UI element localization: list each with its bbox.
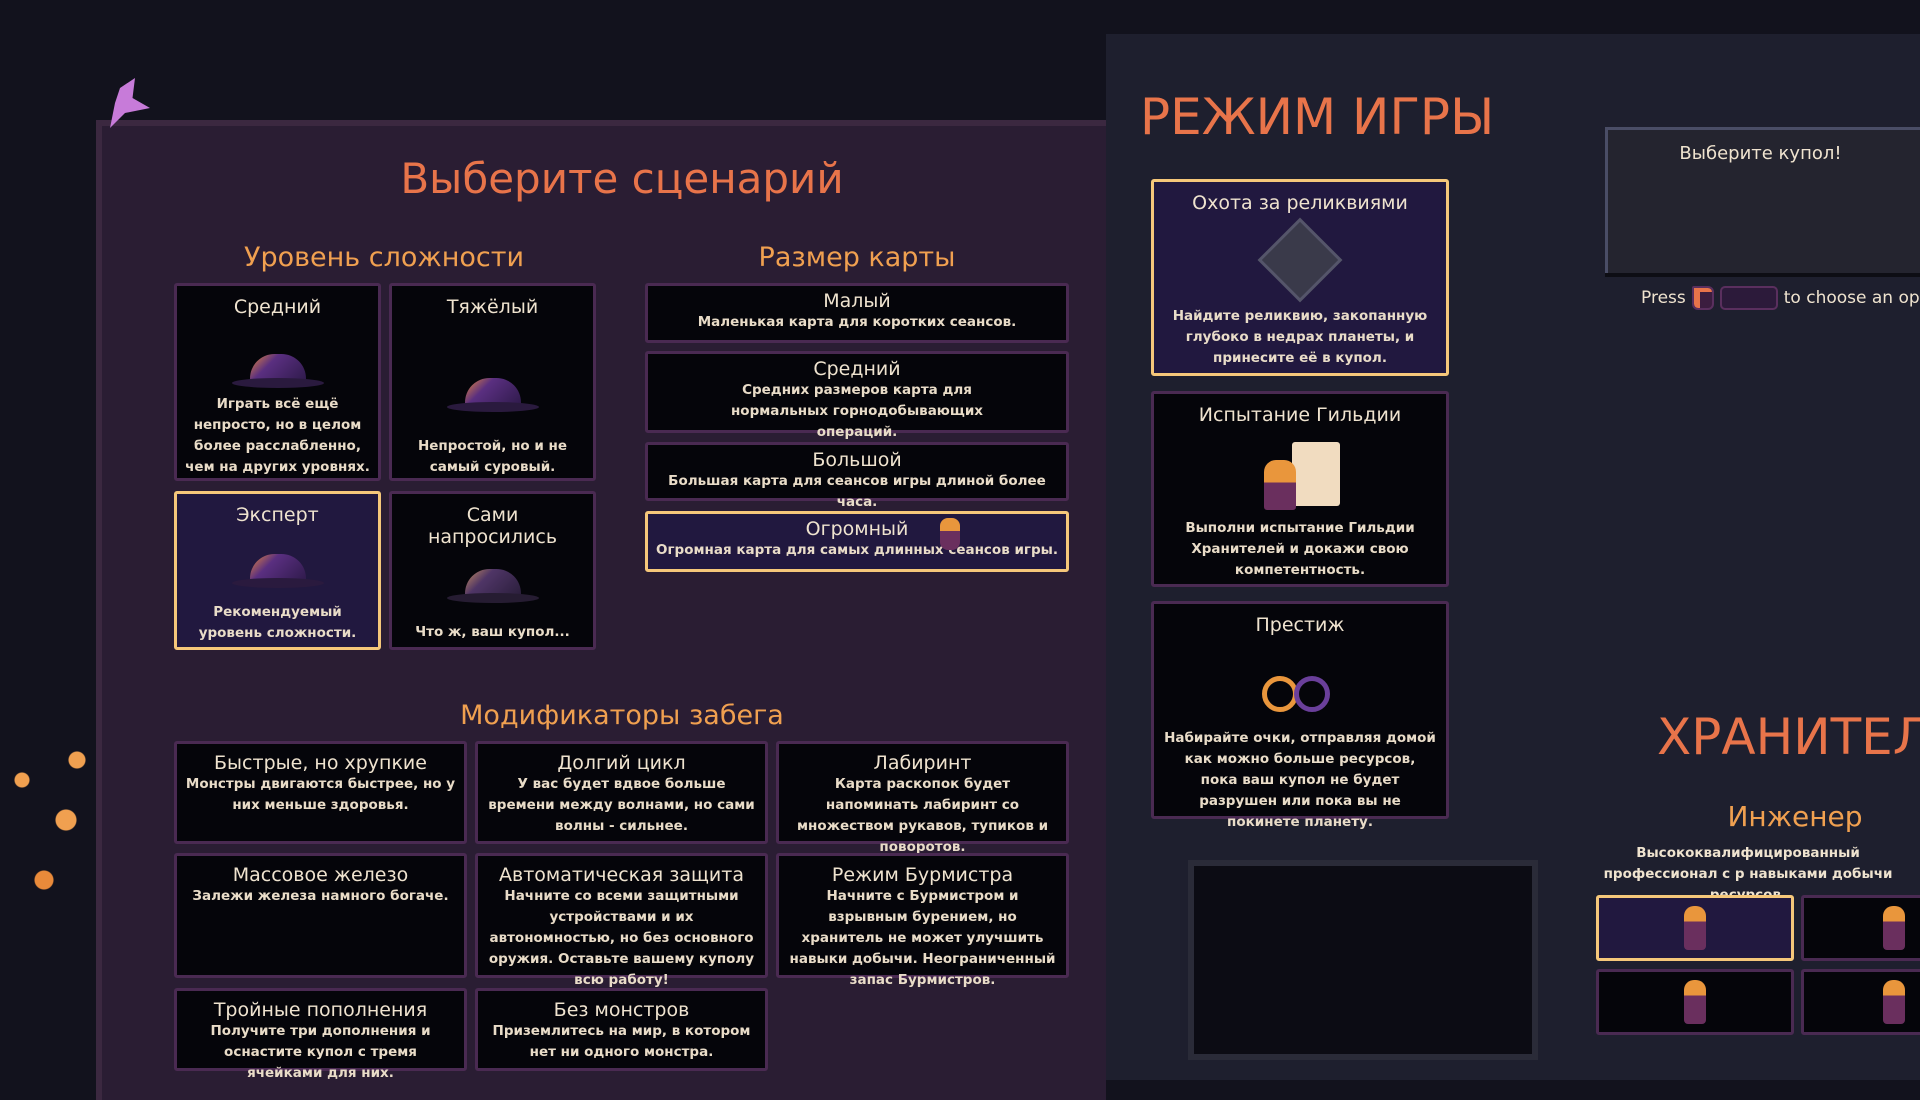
dome-select-box[interactable]: Выберите купол!	[1605, 127, 1920, 273]
game-mode-relic-hunt[interactable]: Охота за реликвиями Найдите реликвию, за…	[1151, 179, 1449, 376]
modifier-long-cycle[interactable]: Долгий цикл У вас будет вдвое больше врем…	[475, 741, 768, 844]
keepers-title: ХРАНИТЕЛЬ	[1657, 708, 1920, 766]
mouse-button-icon	[1691, 286, 1714, 310]
card-desc: Непростой, но и не самый суровый.	[417, 438, 568, 475]
card-title: Долгий цикл	[557, 752, 686, 774]
card-title: Малый	[823, 290, 891, 312]
card-desc: Большая карта для сеансов игры длиной бо…	[668, 473, 1046, 510]
card-desc: Набирайте очки, отправляя домой как можн…	[1164, 730, 1436, 830]
difficulty-card-expert[interactable]: Эксперт Рекомендуемый уровень сложности.	[174, 491, 381, 650]
keeper-sprite-icon	[940, 518, 960, 550]
card-title: Сами напросились	[427, 504, 558, 548]
card-desc: Выполни испытание Гильдии Хранителей и д…	[1185, 520, 1415, 578]
map-size-title: Размер карты	[758, 242, 956, 273]
keeper-sprite-icon	[1883, 980, 1905, 1024]
game-mode-prestige[interactable]: Престиж Набирайте очки, отправляя домой …	[1151, 601, 1449, 830]
card-desc: Монстры двигаются быстрее, но у них мень…	[185, 776, 456, 813]
hint-press-text: Press	[1641, 288, 1686, 308]
card-title: Лабиринт	[873, 752, 972, 774]
control-hint: Press to choose an optio	[1641, 286, 1920, 310]
keeper-sprite-icon	[1684, 980, 1706, 1024]
keeper-card-3[interactable]	[1596, 969, 1794, 1035]
map-size-small[interactable]: Малый Маленькая карта для коротких сеанс…	[645, 283, 1069, 343]
modifier-triple-gadgets[interactable]: Тройные пополнения Получите три дополнени…	[174, 988, 467, 1081]
card-title: Средний	[233, 296, 322, 318]
card-desc: Маленькая карта для коротких сеансов.	[697, 314, 1017, 330]
card-desc: Огромная карта для самых длинных сеансов…	[656, 542, 1058, 558]
map-size-huge[interactable]: Огромный Огромная карта для самых длинны…	[645, 511, 1069, 572]
card-title: Тройные пополнения	[213, 999, 428, 1021]
dome-with-monsters-icon	[231, 554, 324, 588]
card-desc: Средних размеров карта для нормальных го…	[730, 382, 984, 440]
dome-icon	[231, 354, 324, 388]
map-size-large[interactable]: Большой Большая карта для сеансов игры д…	[645, 442, 1069, 510]
card-title: Без монстров	[553, 999, 690, 1021]
modifiers-title: Модификаторы забега	[460, 700, 784, 731]
card-desc: У вас будет вдвое больше времени между в…	[488, 776, 755, 834]
keeper-card-2[interactable]	[1801, 895, 1920, 961]
ore-decoration	[0, 720, 110, 920]
card-title: Огромный	[805, 518, 909, 540]
prestige-infinity-icon	[1258, 654, 1342, 718]
scenario-title: Выберите сценарий	[400, 154, 844, 203]
difficulty-title: Уровень сложности	[243, 242, 525, 273]
keeper-card-engineer[interactable]	[1596, 895, 1794, 961]
difficulty-card-hard[interactable]: Тяжёлый Непростой, но и не самый суровый…	[389, 283, 596, 481]
modifier-drillbert-mode[interactable]: Режим Бурмистра Начните с Бурмистром и вз…	[776, 853, 1069, 988]
card-desc: Что ж, ваш купол...	[415, 624, 570, 640]
card-desc: Карта раскопок будет напоминать лабиринт…	[796, 776, 1049, 855]
card-desc: Рекомендуемый уровень сложности.	[198, 604, 357, 641]
keeper-sprite-icon	[1883, 906, 1905, 950]
card-desc: Получите три дополнения и оснастите купо…	[210, 1023, 431, 1081]
map-size-medium[interactable]: Средний Средних размеров карта для норма…	[645, 351, 1069, 440]
card-desc: Найдите реликвию, закопанную глубоко в н…	[1172, 308, 1428, 366]
card-desc: Играть всё ещё непросто, но в целом боле…	[185, 396, 370, 475]
card-desc: Приземлитесь на мир, в котором нет ни од…	[492, 1023, 751, 1060]
relic-icon	[1257, 217, 1343, 303]
card-title: Средний	[813, 358, 901, 380]
modifier-mass-iron[interactable]: Массовое железо Залежи железа намного бог…	[174, 853, 467, 978]
card-title: Режим Бурмистра	[831, 864, 1014, 886]
game-mode-title: РЕЖИМ ИГРЫ	[1140, 88, 1495, 146]
modifier-no-monsters[interactable]: Без монстров Приземлитесь на мир, в котор…	[475, 988, 768, 1071]
modifier-labyrinth[interactable]: Лабиринт Карта раскопок будет напоминать …	[776, 741, 1069, 855]
modifier-fast-fragile[interactable]: Быстрые, но хрупкие Монстры двигаются быс…	[174, 741, 467, 844]
guild-scroll-icon	[1260, 442, 1340, 510]
card-title: Массовое железо	[232, 864, 409, 886]
card-title: Эксперт	[236, 504, 319, 526]
card-desc: Начните с Бурмистром и взрывным бурением…	[789, 888, 1056, 988]
card-title: Большой	[812, 449, 902, 471]
card-title: Автоматическая защита	[499, 864, 744, 886]
dome-select-title: Выберите купол!	[1679, 143, 1842, 164]
background-structure-decoration	[1188, 860, 1538, 1060]
card-title: Быстрые, но хрупкие	[214, 752, 427, 774]
card-title: Испытание Гильдии	[1198, 404, 1402, 426]
keeper-card-4[interactable]	[1801, 969, 1920, 1035]
card-desc: Залежи железа намного богаче.	[192, 888, 449, 904]
difficulty-card-brutal[interactable]: Сами напросились Что ж, ваш купол...	[389, 491, 596, 650]
hint-rest-text: to choose an optio	[1783, 288, 1920, 308]
card-desc: Начните со всеми защитными устройствами …	[488, 888, 755, 988]
game-mode-guild-trial[interactable]: Испытание Гильдии Выполни испытание Гиль…	[1151, 391, 1449, 587]
damaged-dome-icon	[446, 569, 539, 603]
card-title: Тяжёлый	[446, 296, 539, 318]
keeper-desc: Высококвалифицированный профессионал с р…	[1603, 845, 1893, 903]
modifier-auto-defense[interactable]: Автоматическая защита Начните со всеми за…	[475, 853, 768, 988]
engineer-sprite-icon	[1684, 906, 1706, 950]
key-icon	[1719, 286, 1778, 310]
card-title: Охота за реликвиями	[1192, 192, 1408, 214]
keeper-name: Инженер	[1727, 800, 1863, 833]
difficulty-card-medium[interactable]: Средний Играть всё ещё непросто, но в це…	[174, 283, 381, 481]
card-title: Престиж	[1255, 614, 1345, 636]
dome-icon	[446, 378, 539, 412]
